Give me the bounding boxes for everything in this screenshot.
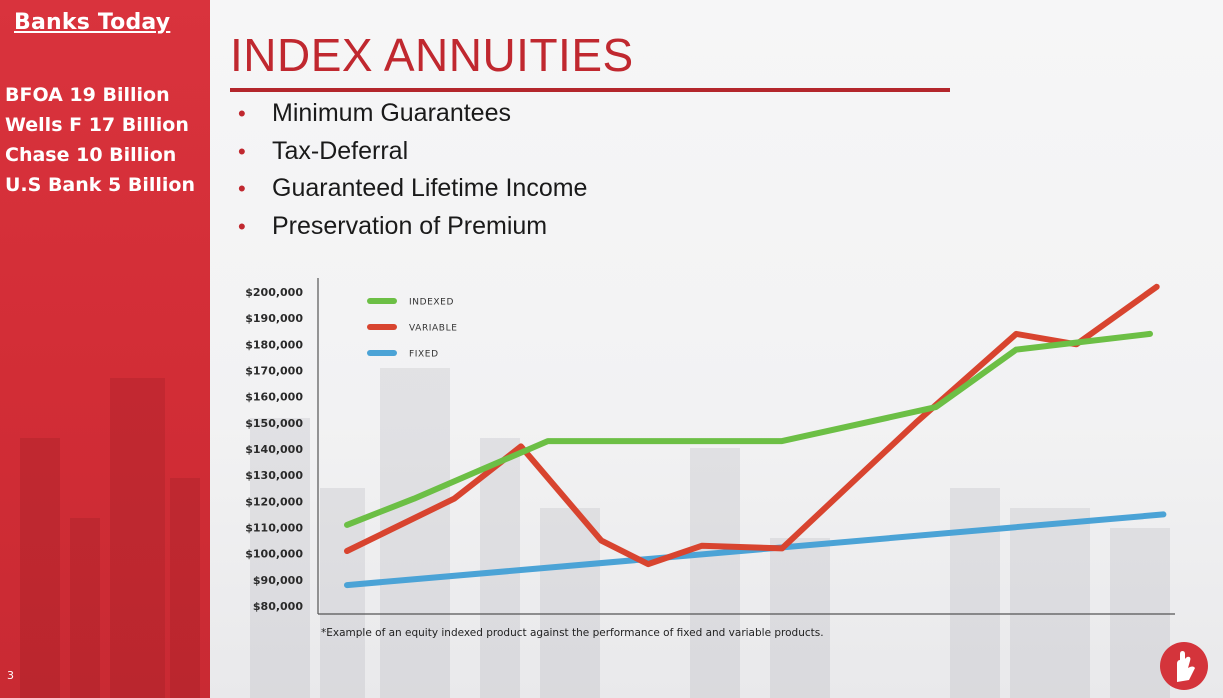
legend-label: VARIABLE: [409, 324, 457, 334]
bullet-text: Preservation of Premium: [272, 211, 548, 240]
brand-logo: [1160, 642, 1208, 690]
bullet-item: • Preservation of Premium: [236, 208, 587, 246]
chart-footnote: *Example of an equity indexed product ag…: [321, 627, 824, 639]
y-tick-label: $180,000: [245, 338, 303, 351]
skyline-silhouette: [110, 378, 165, 698]
bank-item: Wells F 17 Billion: [5, 114, 189, 136]
bullet-dot-icon: •: [238, 176, 246, 201]
bank-item: U.S Bank 5 Billion: [5, 174, 195, 196]
bullet-dot-icon: •: [238, 213, 246, 239]
y-tick-label: $160,000: [245, 391, 303, 404]
skyline-silhouette: [540, 508, 600, 698]
bullet-item: • Minimum Guarantees: [236, 95, 587, 133]
y-tick-label: $80,000: [253, 600, 303, 613]
bullet-dot-icon: •: [238, 101, 246, 126]
bullet-item: • Guaranteed Lifetime Income: [236, 170, 587, 208]
y-tick-label: $140,000: [245, 443, 303, 456]
series-line-indexed: [344, 330, 1153, 528]
bank-item: BFOA 19 Billion: [5, 84, 170, 106]
bullet-dot-icon: •: [238, 138, 246, 164]
slide-number: 3: [7, 669, 14, 682]
y-tick-label: $100,000: [245, 548, 303, 561]
title-underline: [230, 88, 950, 92]
skyline-silhouette: [380, 368, 450, 698]
bank-item: Chase 10 Billion: [5, 144, 177, 166]
bullet-text: Guaranteed Lifetime Income: [272, 174, 588, 202]
y-tick-label: $190,000: [245, 312, 303, 325]
hand-logo-icon: [1177, 651, 1195, 682]
bullet-list: • Minimum Guarantees • Tax-Deferral • Guara…: [236, 95, 587, 245]
sidebar-title: Banks Today: [14, 10, 171, 35]
skyline-silhouette: [770, 538, 830, 698]
y-tick-label: $200,000: [245, 286, 303, 299]
y-tick-labels: $80,000 $90,000 $100,000 $110,000 $120,000 $1…: [245, 286, 303, 613]
bank-list: BFOA 19 Billion Wells F 17 Billion Chase…: [5, 80, 195, 200]
y-tick-label: $120,000: [245, 495, 303, 508]
slide-title: INDEX ANNUITIES: [230, 29, 634, 81]
y-tick-label: $130,000: [245, 469, 303, 482]
bullet-text: Tax-Deferral: [272, 136, 409, 165]
skyline-silhouette: [170, 478, 200, 698]
chart-legend: INDEXED VARIABLE FIXED: [367, 298, 457, 360]
bullet-text: Minimum Guarantees: [272, 99, 511, 127]
y-tick-label: $110,000: [245, 522, 303, 535]
legend-label: FIXED: [409, 350, 439, 360]
y-tick-label: $150,000: [245, 417, 303, 430]
series-lines: [344, 283, 1167, 589]
skyline-silhouette: [950, 488, 1000, 698]
slide-background: [210, 0, 1223, 698]
legend-label: INDEXED: [409, 298, 454, 308]
skyline-silhouette: [1010, 508, 1090, 698]
y-tick-label: $90,000: [253, 574, 303, 587]
skyline-silhouette: [250, 418, 310, 698]
sidebar-panel: Banks Today BFOA 19 Billion Wells F 17 B…: [0, 0, 210, 698]
skyline-silhouette: [690, 448, 740, 698]
skyline-silhouette: [20, 438, 60, 698]
bullet-item: • Tax-Deferral: [236, 133, 587, 171]
skyline-silhouette: [70, 518, 100, 698]
y-tick-label: $170,000: [245, 365, 303, 378]
